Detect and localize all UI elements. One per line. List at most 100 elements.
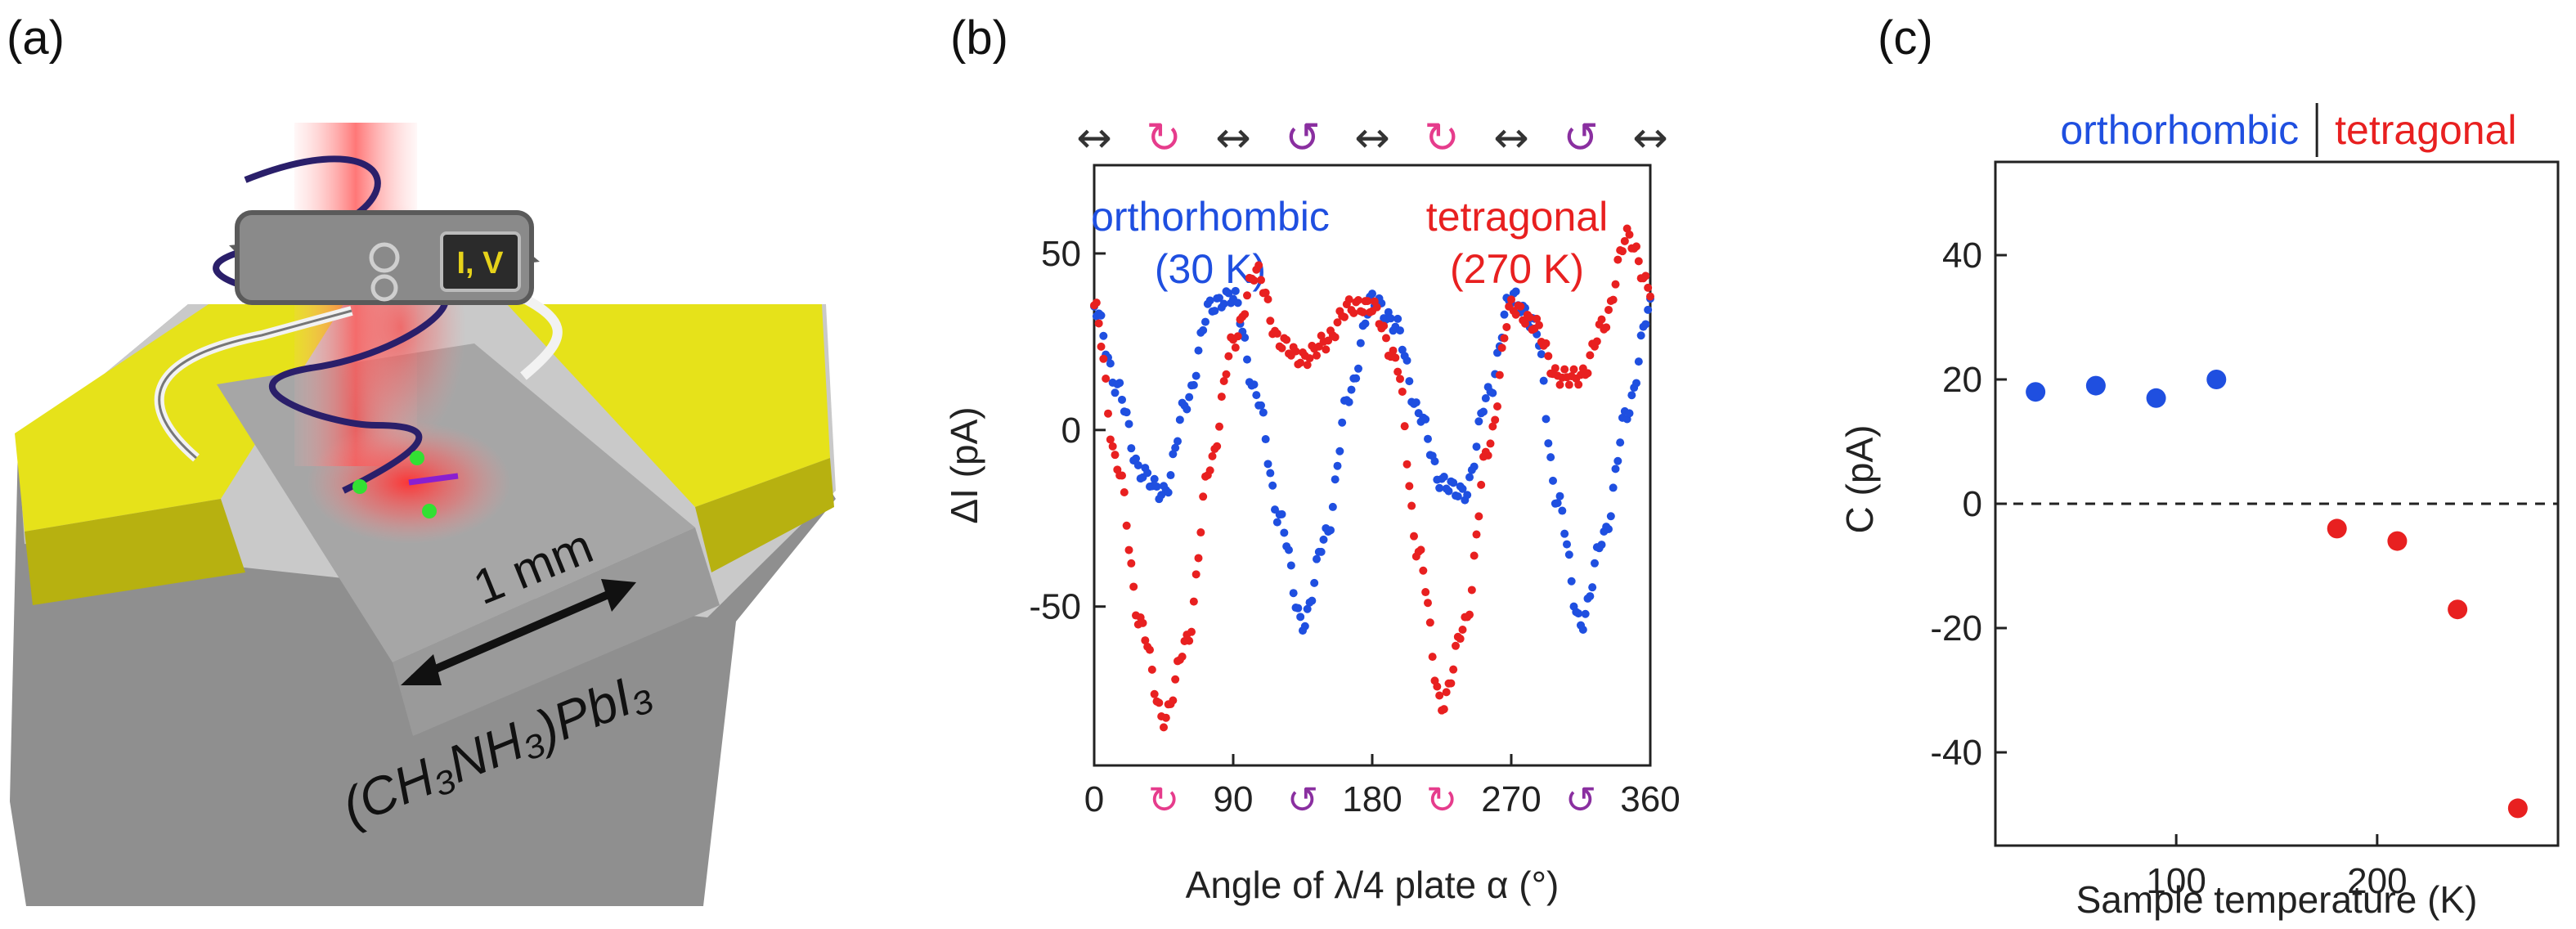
x-axis-title-b: Angle of λ/4 plate α (°) [1186,864,1560,906]
data-point-orthorhombic [1627,391,1636,400]
data-point-orthorhombic [1613,456,1622,465]
data-point-orthorhombic [1636,331,1645,340]
data-point-orthorhombic [1632,379,1640,388]
scale-arrow-left [401,654,442,685]
data-point-orthorhombic [1591,559,1599,568]
data-point-orthorhombic [1558,506,1567,515]
data-point-orthorhombic [2146,388,2166,408]
data-point-tetragonal [1219,376,1228,385]
data-point-tetragonal [1382,334,1390,343]
x-tick-label-b: 0 [1084,779,1104,819]
data-point-orthorhombic [1553,499,1562,508]
data-point-tetragonal [1449,665,1458,674]
data-point-orthorhombic [1488,388,1497,397]
device-illustration: I, V 1 mm (CH₃NH₃)PbI₃ [10,123,836,906]
data-point-tetragonal [1354,296,1362,305]
data-point-tetragonal [1146,645,1154,654]
data-point-orthorhombic [1439,473,1448,482]
panel-a-label: (a) [7,11,65,65]
data-point-orthorhombic [1338,418,1347,427]
data-point-orthorhombic [1560,529,1569,538]
polarization-marker-top: ↔ [1215,114,1251,163]
y-tick-label-b: 50 [1041,234,1081,274]
data-point-tetragonal [2448,599,2468,620]
data-point-tetragonal [1138,618,1147,627]
data-point-tetragonal [1187,627,1196,636]
data-point-orthorhombic [1352,374,1361,383]
data-point-tetragonal [1344,295,1353,304]
data-point-orthorhombic [1231,286,1240,295]
data-point-tetragonal [1108,442,1117,451]
data-point-tetragonal [1147,665,1156,674]
data-point-orthorhombic [1574,609,1583,618]
data-point-tetragonal [1604,305,1613,314]
data-point-tetragonal [1333,318,1342,327]
data-point-tetragonal [1233,332,1242,341]
data-point-tetragonal [1189,597,1198,606]
data-point-tetragonal [1574,380,1583,389]
data-point-tetragonal [1521,319,1529,328]
data-point-tetragonal [1192,570,1200,579]
data-point-orthorhombic [1285,545,1293,554]
data-point-tetragonal [1171,675,1180,684]
data-point-tetragonal [1402,460,1411,469]
data-point-tetragonal [1407,501,1416,510]
data-point-tetragonal [1224,352,1233,361]
data-point-tetragonal [1169,696,1178,705]
wire-left-outline [158,309,352,460]
data-point-orthorhombic [1470,462,1479,471]
data-point-tetragonal [1560,365,1569,374]
data-point-tetragonal [1127,559,1136,568]
data-point-tetragonal [1092,298,1101,307]
data-point-orthorhombic [1317,547,1326,556]
data-point-orthorhombic [1586,592,1595,601]
polarization-marker-top: ↺ [1285,114,1321,163]
data-point-tetragonal [1266,316,1275,325]
series-sublabel-tetragonal: (270 K) [1450,246,1584,292]
data-point-orthorhombic [1361,319,1370,328]
data-point-orthorhombic [1303,604,1312,613]
data-point-tetragonal [1609,295,1618,304]
scale-arrow-right [601,579,636,612]
data-point-tetragonal [1555,380,1564,389]
series-label-orthorhombic: orthorhombic [1091,194,1330,240]
data-point-orthorhombic [2206,370,2227,389]
x-tick-label-b: 270 [1481,779,1541,819]
data-point-orthorhombic [1192,371,1200,380]
data-point-tetragonal [1586,351,1595,360]
data-point-orthorhombic [1272,518,1281,527]
data-point-orthorhombic [1588,583,1597,592]
data-point-orthorhombic [1257,401,1265,410]
data-point-tetragonal [1421,588,1430,597]
data-point-orthorhombic [1215,294,1223,303]
y-tick-label-c: -20 [1930,608,1982,649]
data-point-orthorhombic [1444,487,1453,496]
panel-b: (b) 0 90 180 270 360 50 0 -50 Angle of λ/4 plate… [943,11,1681,906]
data-point-orthorhombic [1261,435,1270,444]
polarization-marker-top: ↔ [1632,114,1668,163]
data-point-tetragonal [1497,343,1506,352]
data-point-tetragonal [1097,342,1106,351]
data-point-orthorhombic [1634,357,1643,366]
data-point-orthorhombic [1174,437,1182,446]
data-point-tetragonal [1486,439,1495,448]
data-point-tetragonal [1120,487,1129,496]
left-gold-pad-side [25,499,245,605]
data-point-tetragonal [1641,272,1650,280]
data-point-tetragonal [1405,482,1414,491]
data-point-orthorhombic [1266,469,1275,478]
data-point-orthorhombic [1435,483,1444,492]
data-point-tetragonal [1511,310,1520,319]
y-tick-label-c: -40 [1930,733,1982,773]
data-point-tetragonal [1185,636,1194,645]
data-point-orthorhombic [1333,461,1342,470]
data-point-orthorhombic [1183,405,1192,414]
data-point-tetragonal [1400,422,1409,431]
data-point-tetragonal [1150,689,1159,698]
data-point-orthorhombic [1164,488,1173,497]
data-point-orthorhombic [1294,604,1303,613]
data-point-orthorhombic [1616,438,1625,447]
data-point-orthorhombic [1263,460,1272,469]
data-point-orthorhombic [1544,439,1553,448]
data-point-orthorhombic [1335,447,1344,456]
